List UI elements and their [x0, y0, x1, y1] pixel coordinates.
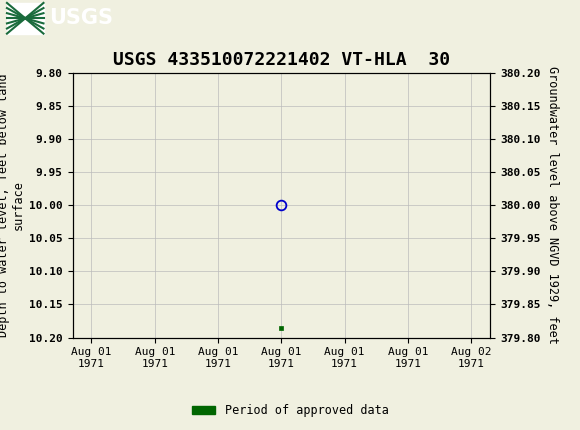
Legend: Period of approved data: Period of approved data	[187, 399, 393, 422]
Y-axis label: Groundwater level above NGVD 1929, feet: Groundwater level above NGVD 1929, feet	[546, 66, 559, 344]
Title: USGS 433510072221402 VT-HLA  30: USGS 433510072221402 VT-HLA 30	[113, 51, 450, 69]
Text: USGS: USGS	[49, 8, 113, 28]
Y-axis label: Depth to water level, feet below land
surface: Depth to water level, feet below land su…	[0, 74, 25, 337]
Bar	[7, 3, 44, 34]
